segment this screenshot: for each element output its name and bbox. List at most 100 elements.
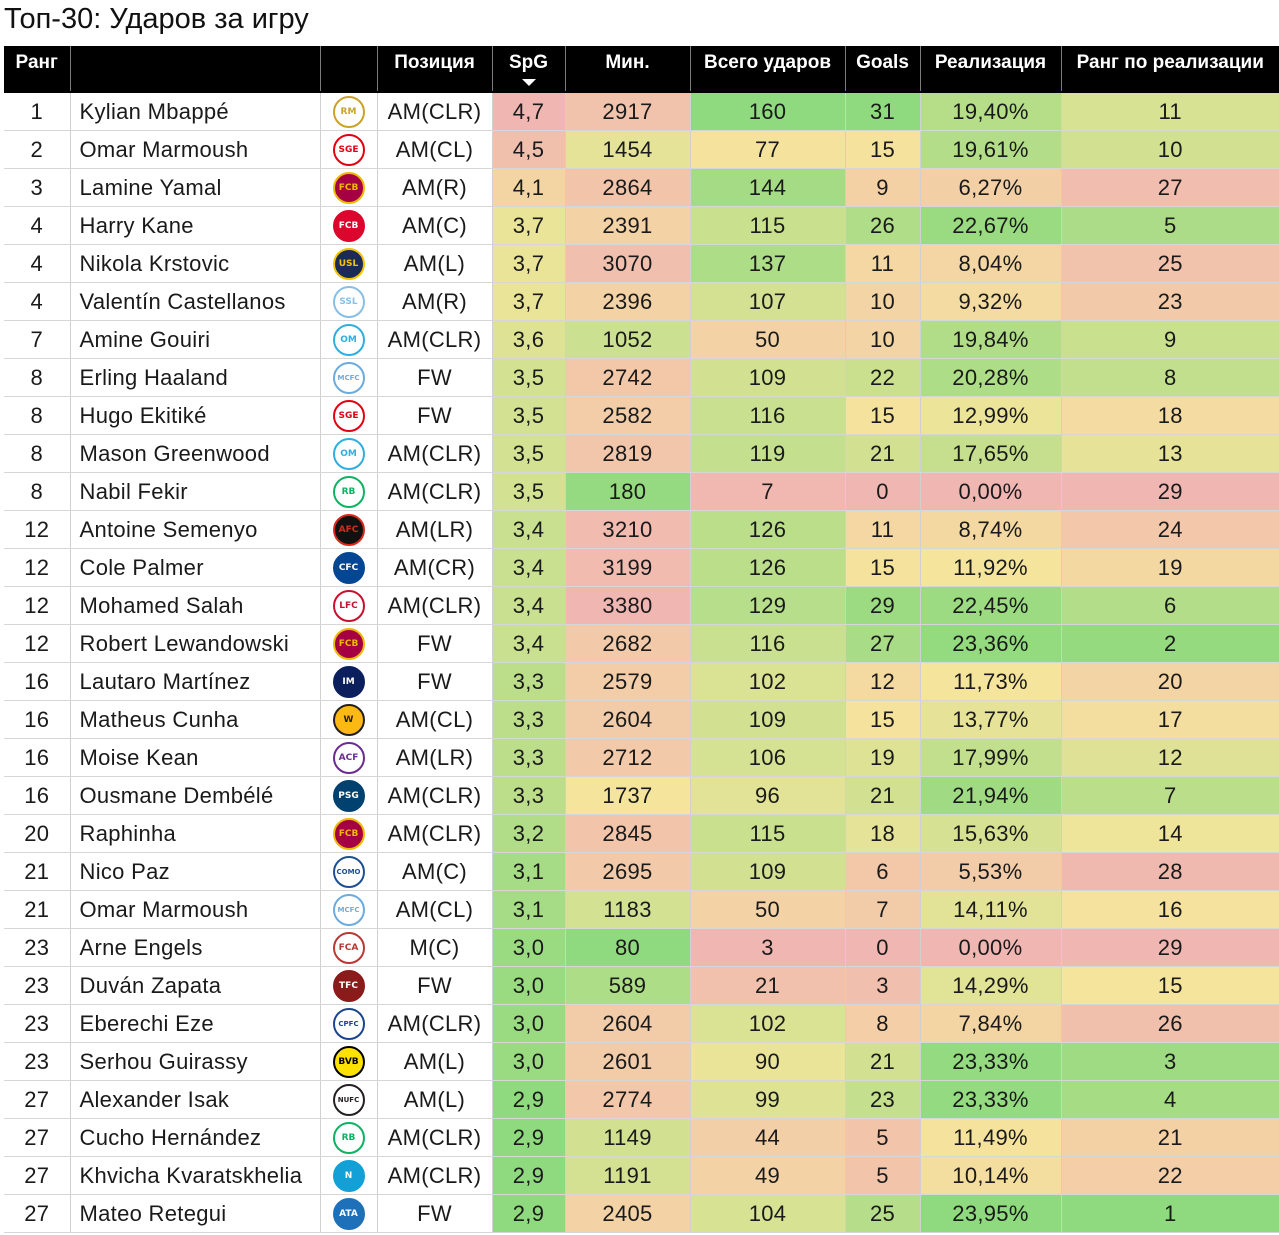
spg-cell: 3,6 xyxy=(492,320,566,359)
club-crest-cell: ATA xyxy=(320,1194,378,1233)
rank-cell: 12 xyxy=(4,624,71,663)
goals-cell: 15 xyxy=(845,396,921,435)
table-row[interactable]: 16 Ousmane Dembélé PSG AM(CLR) 3,3 1737 96 21 21… xyxy=(4,776,1279,815)
column-header-conversion[interactable]: Реализация xyxy=(920,46,1062,92)
club-crest-cell: OM xyxy=(320,434,378,473)
column-header-player[interactable] xyxy=(70,46,321,92)
spg-cell: 3,4 xyxy=(492,586,566,625)
position-cell: AM(C) xyxy=(377,206,493,245)
table-row[interactable]: 4 Nikola Krstovic USL AM(L) 3,7 3070 137 11 8,04… xyxy=(4,244,1279,283)
conversion-rank-cell: 29 xyxy=(1061,472,1279,511)
conversion-cell: 21,94% xyxy=(920,776,1062,815)
table-row[interactable]: 23 Eberechi Eze CPFC AM(CLR) 3,0 2604 102 8 7,84… xyxy=(4,1004,1279,1043)
table-row[interactable]: 16 Moise Kean ACF AM(LR) 3,3 2712 106 19 17,99% 1… xyxy=(4,738,1279,777)
conversion-cell: 23,36% xyxy=(920,624,1062,663)
column-header-rank[interactable]: Ранг xyxy=(4,46,71,92)
club-crest-cell: W xyxy=(320,700,378,739)
conversion-rank-cell: 5 xyxy=(1061,206,1279,245)
column-header-minutes[interactable]: Мин. xyxy=(565,46,691,92)
table-row[interactable]: 23 Arne Engels FCA M(C) 3,0 80 3 0 0,00% 29 xyxy=(4,928,1279,967)
column-header-shots[interactable]: Всего ударов xyxy=(690,46,846,92)
rank-cell: 27 xyxy=(4,1156,71,1195)
table-row[interactable]: 2 Omar Marmoush SGE AM(CL) 4,5 1454 77 15 19,61%… xyxy=(4,130,1279,169)
table-row[interactable]: 8 Nabil Fekir RB AM(CLR) 3,5 180 7 0 0,00% 29 xyxy=(4,472,1279,511)
table-row[interactable]: 1 Kylian Mbappé RM AM(CLR) 4,7 2917 160 31 19,40… xyxy=(4,91,1279,131)
table-row[interactable]: 12 Antoine Semenyo AFC AM(LR) 3,4 3210 126 11 8,… xyxy=(4,510,1279,549)
goals-cell: 5 xyxy=(845,1156,921,1195)
real-betis-crest-icon: RB xyxy=(332,1121,365,1154)
conversion-rank-cell: 17 xyxy=(1061,700,1279,739)
spg-cell: 3,5 xyxy=(492,358,566,397)
table-row[interactable]: 16 Matheus Cunha W AM(CL) 3,3 2604 109 15 13,77%… xyxy=(4,700,1279,739)
table-row[interactable]: 20 Raphinha FCB AM(CLR) 3,2 2845 115 18 15,63% 14 xyxy=(4,814,1279,853)
table-row[interactable]: 4 Harry Kane FCB AM(C) 3,7 2391 115 26 22,67% 5 xyxy=(4,206,1279,245)
shots-cell: 7 xyxy=(690,472,846,511)
conversion-rank-cell: 7 xyxy=(1061,776,1279,815)
shots-cell: 109 xyxy=(690,358,846,397)
rank-cell: 16 xyxy=(4,700,71,739)
conversion-rank-cell: 24 xyxy=(1061,510,1279,549)
column-header-conversion-rank[interactable]: Ранг по реализации xyxy=(1061,46,1279,92)
rank-cell: 16 xyxy=(4,738,71,777)
table-row[interactable]: 7 Amine Gouiri OM AM(CLR) 3,6 1052 50 10 19,84% 9 xyxy=(4,320,1279,359)
conversion-rank-cell: 19 xyxy=(1061,548,1279,587)
column-header-position[interactable]: Позиция xyxy=(377,46,493,92)
player-name-cell: Lamine Yamal xyxy=(70,168,321,207)
shots-cell: 104 xyxy=(690,1194,846,1233)
table-row[interactable]: 21 Omar Marmoush MCFC AM(CL) 3,1 1183 50 7 14,11… xyxy=(4,890,1279,929)
shots-cell: 44 xyxy=(690,1118,846,1157)
spg-cell: 3,5 xyxy=(492,434,566,473)
table-row[interactable]: 27 Cucho Hernández RB AM(CLR) 2,9 1149 44 5 11,4… xyxy=(4,1118,1279,1157)
position-cell: AM(C) xyxy=(377,852,493,891)
club-crest-cell: RB xyxy=(320,1118,378,1157)
conversion-cell: 11,49% xyxy=(920,1118,1062,1157)
player-name-cell: Eberechi Eze xyxy=(70,1004,321,1043)
table-row[interactable]: 27 Alexander Isak NUFC AM(L) 2,9 2774 99 23 23,3… xyxy=(4,1080,1279,1119)
column-header-spg[interactable]: SpG xyxy=(492,46,566,92)
shots-cell: 90 xyxy=(690,1042,846,1081)
table-row[interactable]: 12 Robert Lewandowski FCB FW 3,4 2682 116 27 23,… xyxy=(4,624,1279,663)
table-row[interactable]: 8 Mason Greenwood OM AM(CLR) 3,5 2819 119 21 17,… xyxy=(4,434,1279,473)
augsburg-crest-icon: FCA xyxy=(332,931,365,964)
minutes-cell: 180 xyxy=(565,472,691,511)
conversion-rank-cell: 27 xyxy=(1061,168,1279,207)
crystal-palace-crest-icon: CPFC xyxy=(332,1007,365,1040)
shots-cell: 126 xyxy=(690,510,846,549)
table-row[interactable]: 4 Valentín Castellanos SSL AM(R) 3,7 2396 107 1… xyxy=(4,282,1279,321)
player-name-cell: Cole Palmer xyxy=(70,548,321,587)
minutes-cell: 2845 xyxy=(565,814,691,853)
manchester-city-crest-icon: MCFC xyxy=(332,893,365,926)
table-row[interactable]: 16 Lautaro Martínez IM FW 3,3 2579 102 12 11,73%… xyxy=(4,662,1279,701)
spg-cell: 4,1 xyxy=(492,168,566,207)
minutes-cell: 2604 xyxy=(565,1004,691,1043)
position-cell: FW xyxy=(377,358,493,397)
table-row[interactable]: 27 Mateo Retegui ATA FW 2,9 2405 104 25 23,95% 1 xyxy=(4,1194,1279,1233)
club-crest-cell: IM xyxy=(320,662,378,701)
minutes-cell: 2712 xyxy=(565,738,691,777)
goals-cell: 0 xyxy=(845,928,921,967)
position-cell: AM(CLR) xyxy=(377,776,493,815)
minutes-cell: 2582 xyxy=(565,396,691,435)
table-row[interactable]: 21 Nico Paz COMO AM(C) 3,1 2695 109 6 5,53% 28 xyxy=(4,852,1279,891)
club-crest-cell: FCB xyxy=(320,206,378,245)
conversion-cell: 23,33% xyxy=(920,1042,1062,1081)
column-header-goals[interactable]: Goals xyxy=(845,46,921,92)
shots-cell: 96 xyxy=(690,776,846,815)
shots-cell: 144 xyxy=(690,168,846,207)
table-row[interactable]: 23 Duván Zapata TFC FW 3,0 589 21 3 14,29% 15 xyxy=(4,966,1279,1005)
table-row[interactable]: 8 Erling Haaland MCFC FW 3,5 2742 109 22 20,28% 8 xyxy=(4,358,1279,397)
table-row[interactable]: 3 Lamine Yamal FCB AM(R) 4,1 2864 144 9 6,27% 27 xyxy=(4,168,1279,207)
column-header-club[interactable] xyxy=(320,46,378,92)
spg-cell: 3,0 xyxy=(492,1042,566,1081)
table-row[interactable]: 8 Hugo Ekitiké SGE FW 3,5 2582 116 15 12,99% 18 xyxy=(4,396,1279,435)
conversion-rank-cell: 15 xyxy=(1061,966,1279,1005)
conversion-cell: 19,40% xyxy=(920,91,1062,131)
bournemouth-crest-icon: AFC xyxy=(332,513,365,546)
rank-cell: 2 xyxy=(4,130,71,169)
table-row[interactable]: 12 Mohamed Salah LFC AM(CLR) 3,4 3380 129 29 22,… xyxy=(4,586,1279,625)
spg-cell: 3,2 xyxy=(492,814,566,853)
barcelona-crest-icon: FCB xyxy=(332,627,365,660)
table-row[interactable]: 12 Cole Palmer CFC AM(CR) 3,4 3199 126 15 11,92%… xyxy=(4,548,1279,587)
table-row[interactable]: 23 Serhou Guirassy BVB AM(L) 3,0 2601 90 21 23,3… xyxy=(4,1042,1279,1081)
table-row[interactable]: 27 Khvicha Kvaratskhelia N AM(CLR) 2,9 1191 49… xyxy=(4,1156,1279,1195)
